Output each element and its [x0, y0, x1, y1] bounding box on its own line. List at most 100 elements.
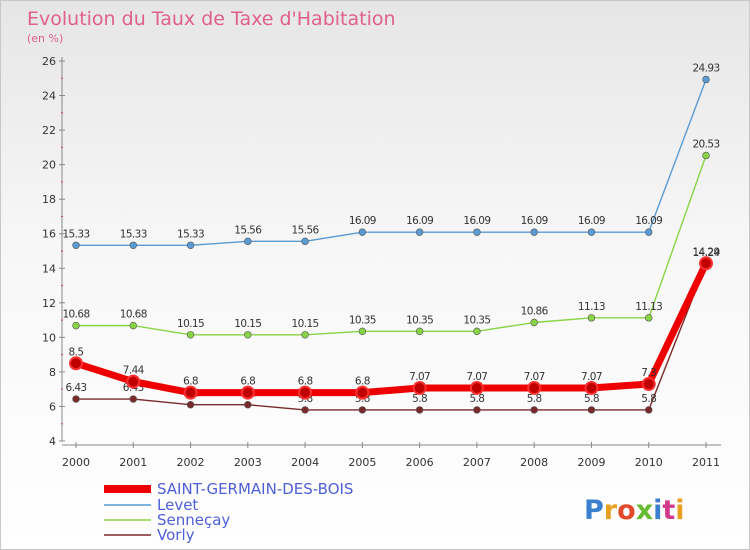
x-tick-label: 2009 — [577, 456, 605, 469]
y-tick-label: 16 — [42, 228, 56, 241]
data-label: 6.8 — [240, 376, 255, 388]
legend-item: SAINT-GERMAIN-DES-BOIS — [104, 480, 353, 498]
data-point — [473, 327, 481, 336]
data-label: 6.8 — [298, 376, 313, 388]
data-point — [186, 331, 195, 339]
data-point — [473, 228, 481, 236]
data-point — [358, 327, 367, 336]
data-label: 6.8 — [355, 376, 370, 388]
data-label: 5.8 — [412, 393, 427, 405]
data-label: 6.8 — [183, 376, 198, 388]
data-label: 11.13 — [578, 301, 605, 313]
data-label: 14.29 — [692, 246, 719, 258]
data-label: 10.68 — [62, 309, 89, 321]
data-label: 14.24 — [692, 247, 720, 259]
data-label: 11.13 — [635, 301, 662, 313]
y-tick-label: 14 — [42, 262, 56, 275]
data-label: 16.09 — [521, 215, 548, 227]
data-point — [72, 395, 80, 403]
x-tick-label: 2006 — [406, 456, 434, 469]
data-point — [358, 406, 367, 414]
series-line — [72, 259, 710, 397]
data-point — [641, 377, 656, 391]
data-label: 7.07 — [409, 371, 430, 383]
data-point — [469, 380, 484, 395]
legend-label: Vorly — [157, 526, 195, 544]
data-label: 20.53 — [692, 138, 719, 150]
data-label: 5.8 — [641, 393, 656, 405]
data-point — [530, 318, 538, 327]
data-label: 5.8 — [469, 393, 484, 405]
x-tick-label: 2002 — [177, 456, 205, 469]
data-label: 24.93 — [692, 62, 719, 74]
data-label: 5.8 — [584, 393, 599, 405]
data-point — [473, 406, 481, 414]
plot-area: 6.436.436.16.15.85.85.85.85.85.85.814.24… — [62, 62, 721, 414]
data-point — [587, 228, 596, 236]
data-point — [412, 380, 427, 395]
legend-label: Senneçay — [157, 511, 230, 529]
data-label: 15.33 — [62, 228, 89, 240]
data-label: 16.09 — [578, 215, 605, 227]
x-tick-label: 2005 — [348, 456, 376, 469]
data-label: 16.09 — [635, 215, 662, 227]
data-label: 10.86 — [521, 306, 549, 318]
data-point — [699, 256, 713, 271]
data-point — [645, 228, 653, 236]
data-label: 7.07 — [466, 371, 487, 383]
data-point — [301, 331, 309, 339]
series-line — [75, 78, 707, 247]
chart-subtitle: (en %) — [27, 32, 63, 45]
data-point — [702, 151, 710, 160]
data-label: 15.56 — [292, 224, 320, 236]
data-point — [702, 75, 710, 84]
y-tick-label: 22 — [42, 124, 56, 137]
y-tick-label: 18 — [42, 193, 56, 206]
legend-item: Senneçay — [104, 511, 230, 529]
data-label: 10.35 — [349, 314, 376, 326]
data-point — [183, 385, 198, 400]
data-label: 10.68 — [120, 309, 147, 321]
y-tick-label: 12 — [42, 297, 56, 310]
data-label: 10.15 — [234, 318, 261, 330]
series-saint-germain-des-bois: 8.5 7.44 6.8 6.8 6.8 6.8 7.07 7.07 7.07 7.07 7.3 14… — [69, 246, 720, 400]
y-tick-label: 8 — [49, 366, 56, 379]
y-tick-label: 26 — [42, 55, 56, 68]
data-point — [72, 241, 80, 250]
data-label: 15.33 — [177, 228, 204, 240]
data-point — [584, 380, 599, 395]
data-point — [301, 406, 309, 414]
data-label: 16.09 — [349, 215, 376, 227]
proxiti-logo: Proxiti — [584, 495, 685, 526]
data-label: 7.44 — [123, 365, 145, 377]
y-tick-label: 24 — [42, 90, 56, 103]
data-label: 15.33 — [120, 228, 147, 240]
data-point — [587, 406, 596, 414]
data-point — [129, 241, 137, 250]
data-label: 7.07 — [581, 371, 602, 383]
data-label: 10.35 — [406, 314, 433, 326]
series-line — [75, 154, 707, 336]
data-point — [240, 385, 255, 400]
legend-label: Levet — [157, 496, 198, 514]
data-point — [415, 228, 424, 236]
data-point — [244, 331, 252, 339]
data-label: 5.8 — [527, 393, 542, 405]
series-senne-ay: 10.68 10.68 10.15 10.15 10.15 10.35 10.35 10.35… — [62, 138, 720, 339]
x-tick-label: 2001 — [119, 456, 147, 469]
data-point — [186, 241, 195, 250]
y-tick-label: 4 — [49, 435, 56, 448]
logo-text: Proxiti — [584, 495, 685, 526]
data-point — [298, 385, 313, 400]
x-tick-label: 2010 — [635, 456, 663, 469]
data-label: 10.35 — [463, 314, 490, 326]
series-line — [75, 263, 707, 411]
data-point — [587, 314, 596, 322]
data-point — [129, 395, 137, 403]
data-point — [530, 406, 538, 414]
series-levet: 15.33 15.33 15.33 15.56 15.56 16.09 16.09 16.09… — [62, 62, 720, 250]
data-label: 16.09 — [406, 215, 433, 227]
data-point — [415, 406, 424, 414]
data-point — [126, 374, 141, 389]
